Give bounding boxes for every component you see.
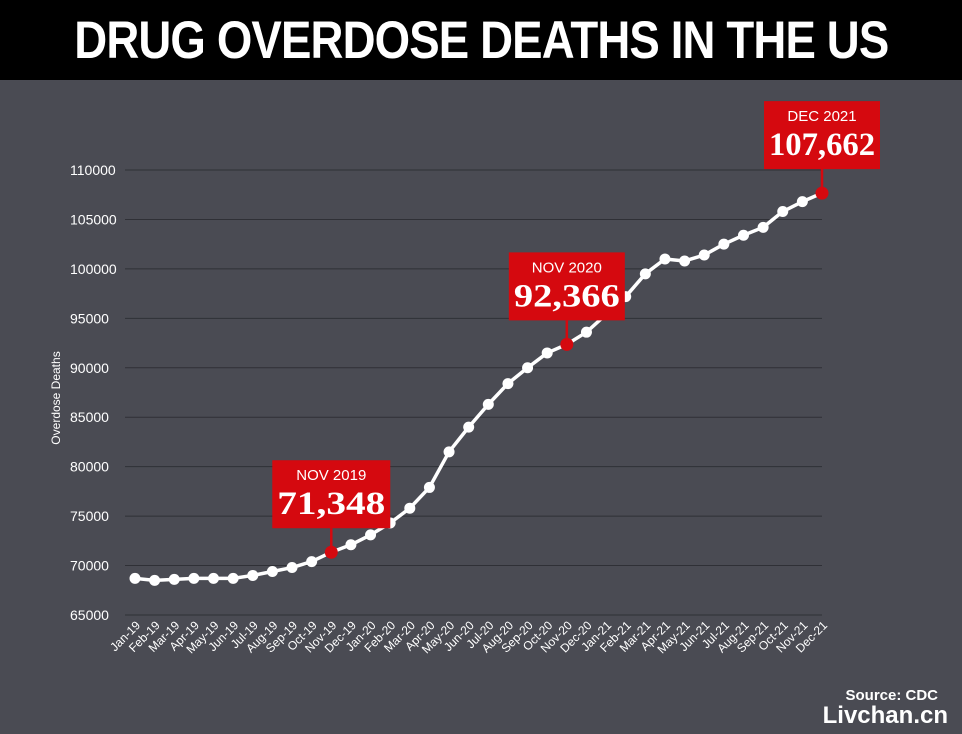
data-point (522, 362, 534, 374)
data-point (404, 502, 416, 514)
data-point (777, 206, 789, 218)
gridlines (125, 169, 822, 616)
callout-box (764, 101, 880, 170)
data-point (423, 481, 435, 493)
data-point (737, 229, 749, 241)
data-point (482, 398, 494, 410)
data-point (129, 572, 141, 584)
data-point (266, 565, 278, 577)
title-banner: DRUG OVERDOSE DEATHS IN THE US (0, 0, 962, 80)
y-tick-label: 100000 (70, 261, 117, 277)
y-tick-label: 65000 (70, 607, 109, 623)
callout-date: DEC 2021 (787, 108, 856, 125)
callout-box (508, 252, 625, 321)
page-title: DRUG OVERDOSE DEATHS IN THE US (73, 10, 889, 70)
y-tick-label: 105000 (70, 211, 117, 227)
callout-date: NOV 2020 (532, 259, 602, 276)
data-point (149, 574, 161, 586)
data-point (639, 268, 651, 280)
data-point (208, 572, 220, 584)
data-point (286, 562, 298, 574)
watermark: Livchan.cn (822, 702, 948, 729)
data-point (580, 326, 592, 338)
data-point (698, 249, 710, 261)
data-point (502, 378, 514, 390)
x-axis-ticks: Jan-19Feb-19Mar-19Apr-19May-19Jun-19Jul-… (107, 618, 830, 656)
y-axis-label: Overdose Deaths (49, 351, 63, 444)
y-tick-label: 110000 (70, 162, 116, 178)
data-points (129, 186, 829, 586)
data-point (757, 221, 769, 233)
callout-value: 71,348 (277, 486, 385, 522)
y-tick-label: 90000 (70, 360, 109, 376)
data-point (365, 529, 377, 541)
data-point (679, 255, 691, 267)
callout-box (272, 460, 391, 529)
line-chart: 65000 70000 75000 80000 85000 90000 95000 10000… (49, 101, 880, 656)
data-point (718, 238, 730, 250)
data-point (168, 573, 180, 585)
y-tick-label: 75000 (70, 508, 109, 524)
data-point (443, 446, 455, 458)
data-point (188, 572, 200, 584)
y-tick-label: 80000 (70, 459, 109, 475)
series-line (134, 191, 823, 583)
y-tick-label: 85000 (70, 409, 109, 425)
source-note: Source: CDC (845, 687, 938, 704)
callout: NOV 2020 92,366 (508, 252, 625, 345)
callout-date: NOV 2019 (296, 467, 366, 484)
callout-value: 92,366 (514, 278, 620, 314)
data-point (463, 421, 475, 433)
data-point (247, 569, 259, 581)
y-axis-ticks: 65000 70000 75000 80000 85000 90000 95000 10000… (70, 162, 117, 623)
callout: NOV 2019 71,348 (272, 460, 391, 553)
data-point (659, 253, 671, 265)
data-point (541, 347, 553, 359)
data-point (306, 556, 318, 568)
data-point (345, 539, 357, 551)
callout: DEC 2021 107,662 (764, 101, 880, 194)
data-point (227, 572, 239, 584)
y-tick-label: 95000 (70, 310, 109, 326)
callout-value: 107,662 (769, 127, 875, 163)
data-point (796, 196, 808, 208)
y-tick-label: 70000 (70, 558, 109, 574)
